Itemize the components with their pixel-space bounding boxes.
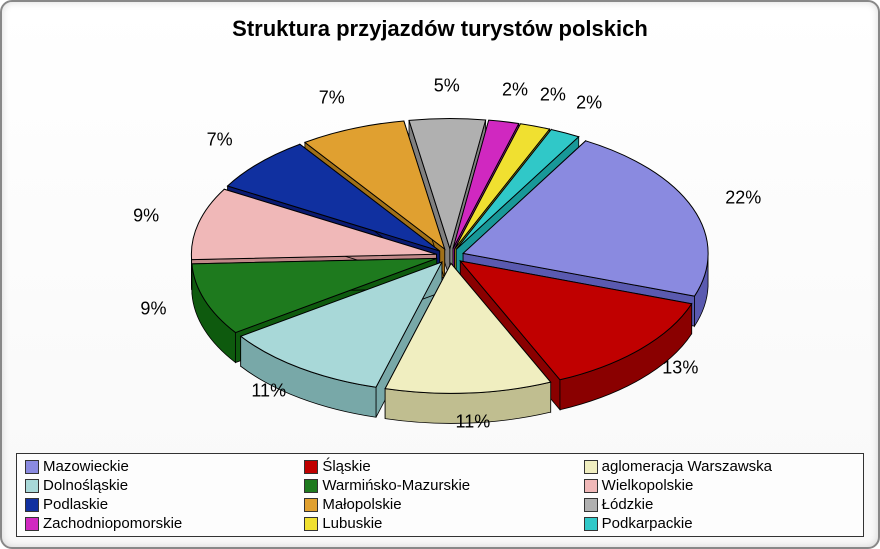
slice-label: 5% bbox=[434, 75, 460, 96]
slice-label: 13% bbox=[662, 358, 698, 379]
legend-item: Łódzkie bbox=[584, 496, 855, 513]
legend-item: Podkarpackie bbox=[584, 515, 855, 532]
legend-swatch bbox=[25, 479, 39, 493]
legend: Mazowieckie Śląskie aglomeracja Warszawska… bbox=[16, 453, 864, 537]
legend-swatch bbox=[25, 498, 39, 512]
legend-label: Lubuskie bbox=[322, 515, 382, 532]
slice-label: 11% bbox=[456, 411, 491, 432]
legend-item: Zachodniopomorskie bbox=[25, 515, 296, 532]
slice-label: 2% bbox=[576, 93, 602, 114]
slice-label: 7% bbox=[207, 129, 233, 150]
legend-swatch bbox=[25, 517, 39, 531]
legend-item: Mazowieckie bbox=[25, 458, 296, 475]
pie-chart: 22%13%11%11%9%9%7%7%5%2%2%2% bbox=[10, 46, 870, 426]
legend-item: Dolnośląskie bbox=[25, 477, 296, 494]
slice-label: 22% bbox=[725, 188, 761, 209]
legend-item: Małopolskie bbox=[304, 496, 575, 513]
legend-label: Małopolskie bbox=[322, 496, 401, 513]
legend-label: Wielkopolskie bbox=[602, 477, 694, 494]
legend-item: Lubuskie bbox=[304, 515, 575, 532]
legend-swatch bbox=[304, 460, 318, 474]
chart-container: Struktura przyjazdów turystów polskich 2… bbox=[0, 0, 880, 549]
legend-swatch bbox=[584, 460, 598, 474]
legend-label: aglomeracja Warszawska bbox=[602, 458, 772, 475]
legend-swatch bbox=[584, 517, 598, 531]
legend-swatch bbox=[304, 498, 318, 512]
legend-label: Dolnośląskie bbox=[43, 477, 128, 494]
legend-label: Podlaskie bbox=[43, 496, 108, 513]
legend-label: Warmińsko-Mazurskie bbox=[322, 477, 470, 494]
slice-label: 7% bbox=[319, 88, 345, 109]
legend-item: Warmińsko-Mazurskie bbox=[304, 477, 575, 494]
slice-label: 2% bbox=[540, 85, 566, 106]
legend-item: aglomeracja Warszawska bbox=[584, 458, 855, 475]
legend-item: Wielkopolskie bbox=[584, 477, 855, 494]
legend-swatch bbox=[304, 517, 318, 531]
slice-label: 9% bbox=[140, 298, 166, 319]
chart-title: Struktura przyjazdów turystów polskich bbox=[10, 16, 870, 42]
slice-label: 9% bbox=[133, 206, 159, 227]
slice-label: 2% bbox=[502, 79, 528, 100]
slice-label: 11% bbox=[251, 381, 286, 402]
legend-label: Śląskie bbox=[322, 458, 370, 475]
legend-label: Łódzkie bbox=[602, 496, 654, 513]
legend-swatch bbox=[584, 479, 598, 493]
legend-swatch bbox=[304, 479, 318, 493]
legend-item: Podlaskie bbox=[25, 496, 296, 513]
legend-label: Podkarpackie bbox=[602, 515, 693, 532]
legend-label: Zachodniopomorskie bbox=[43, 515, 182, 532]
legend-label: Mazowieckie bbox=[43, 458, 129, 475]
legend-swatch bbox=[584, 498, 598, 512]
legend-item: Śląskie bbox=[304, 458, 575, 475]
legend-swatch bbox=[25, 460, 39, 474]
